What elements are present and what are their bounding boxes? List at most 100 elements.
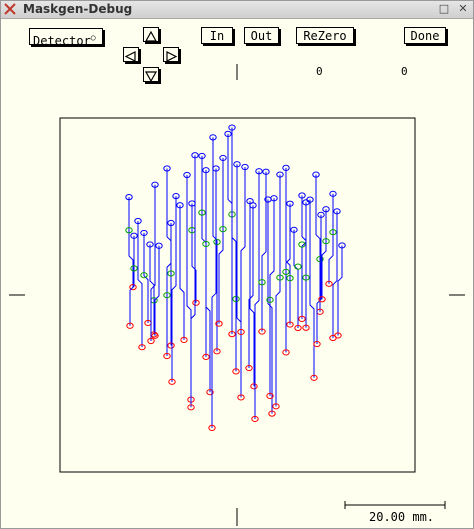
fiber-bottom-marker <box>282 349 290 356</box>
fiber-top-marker <box>262 168 270 175</box>
fiber-trace <box>254 171 260 419</box>
fiber-bottom-marker <box>237 394 245 401</box>
fiber-top-marker <box>317 211 325 218</box>
fiber-bottom-marker <box>206 389 214 396</box>
fiber-trace <box>337 245 343 336</box>
fiber-trace <box>301 195 307 328</box>
arrow-left-button[interactable] <box>123 47 139 62</box>
fiber-top-marker <box>306 196 314 203</box>
fiber-bottom-marker <box>302 324 310 331</box>
fiber-bottom-marker <box>294 324 302 332</box>
fiber-mid-marker <box>329 229 337 236</box>
fiber-bottom-marker <box>232 368 240 375</box>
fiber-mid-marker <box>266 296 274 303</box>
dropdown-indicator-icon: ○ <box>90 33 96 42</box>
fiber-bottom-marker <box>272 403 280 410</box>
fiber-top-marker <box>228 124 236 131</box>
fiber-top-marker <box>249 202 257 209</box>
fiber-top-marker <box>155 242 163 249</box>
fiber-bottom-marker <box>237 328 245 336</box>
fiber-trace <box>212 137 218 352</box>
fiber-trace <box>186 174 192 400</box>
fiber-trace <box>171 196 177 382</box>
close-icon[interactable]: ✕ <box>458 2 468 15</box>
fiber-trace <box>269 198 275 396</box>
fiber-top-marker <box>202 167 210 174</box>
fiber-top-marker <box>209 134 217 141</box>
fiber-bottom-marker <box>147 337 155 345</box>
fiber-bottom-marker <box>325 280 333 287</box>
fiber-top-marker <box>290 226 298 233</box>
fiber-mid-marker <box>213 238 221 246</box>
fiber-bottom-marker <box>334 332 342 339</box>
fiber-top-marker <box>322 206 330 213</box>
fiber-trace <box>236 164 242 398</box>
fiber-trace <box>261 171 267 332</box>
fiber-top-marker <box>134 217 142 225</box>
fiber-trace <box>191 203 197 303</box>
arrow-up-button[interactable] <box>143 27 159 42</box>
fiber-trace <box>211 168 217 428</box>
fiber-trace <box>218 157 224 324</box>
fiber-top-marker <box>329 190 337 197</box>
fiber-top-marker <box>146 241 154 248</box>
fiber-mid-marker <box>219 226 227 233</box>
fiber-layer <box>125 124 346 431</box>
title-bar[interactable]: Maskgen-Debug □ ✕ <box>1 1 473 19</box>
fiber-top-marker <box>212 165 220 172</box>
fiber-bottom-marker <box>215 320 223 327</box>
fiber-top-marker <box>224 130 232 138</box>
fiber-top-marker <box>255 168 263 175</box>
fiber-trace <box>301 202 307 319</box>
fiber-top-marker <box>183 171 191 179</box>
fiber-top-marker <box>312 171 320 178</box>
out-button[interactable]: Out <box>244 27 279 44</box>
in-button[interactable]: In <box>201 27 233 44</box>
fiber-trace <box>179 205 185 340</box>
fiber-trace <box>332 211 338 338</box>
out-label: Out <box>250 29 273 43</box>
fiber-bottom-marker <box>163 352 171 360</box>
fiber-bottom-marker <box>126 322 134 329</box>
fiber-mid-marker <box>286 275 294 282</box>
detector-button[interactable]: Detector○ <box>29 28 103 48</box>
fiber-mid-marker <box>276 274 284 281</box>
arrow-down-button[interactable] <box>143 67 159 83</box>
minimize-icon[interactable]: □ <box>438 2 450 15</box>
fiber-trace <box>190 155 196 408</box>
fiber-trace <box>248 205 254 369</box>
fiber-bottom-marker <box>187 404 195 411</box>
fiber-trace <box>166 168 172 346</box>
fiber-top-marker <box>151 181 159 188</box>
arrow-right-button[interactable] <box>163 47 179 62</box>
fiber-bottom-marker <box>180 336 188 343</box>
fiber-mid-marker <box>125 227 133 234</box>
fiber-bottom-marker <box>310 374 318 381</box>
fiber-mid-marker <box>130 265 138 272</box>
fiber-mid-marker <box>316 256 324 263</box>
arrow-up-icon <box>144 30 158 42</box>
detector-canvas[interactable] <box>1 18 473 529</box>
rezero-button[interactable]: ReZero <box>296 27 354 44</box>
fiber-top-marker <box>163 165 171 172</box>
fiber-top-marker <box>172 193 180 200</box>
fiber-bottom-marker <box>318 296 326 303</box>
fiber-top-marker <box>270 195 278 202</box>
fiber-top-marker <box>125 193 133 201</box>
fiber-top-marker <box>140 229 148 237</box>
fiber-trace <box>205 170 211 393</box>
fiber-trace <box>285 167 291 325</box>
fiber-mid-marker <box>232 295 240 303</box>
fiber-trace <box>293 229 299 328</box>
fiber-mid-marker <box>140 272 148 279</box>
fiber-top-marker <box>241 163 249 171</box>
fiber-top-marker <box>233 161 241 168</box>
fiber-top-marker <box>176 202 184 209</box>
fiber-bottom-marker <box>266 392 274 399</box>
fiber-bottom-marker <box>286 321 294 328</box>
fiber-trace <box>249 201 255 387</box>
done-button[interactable]: Done <box>404 27 446 44</box>
arrow-left-icon <box>124 51 136 62</box>
rezero-label: ReZero <box>303 29 347 43</box>
